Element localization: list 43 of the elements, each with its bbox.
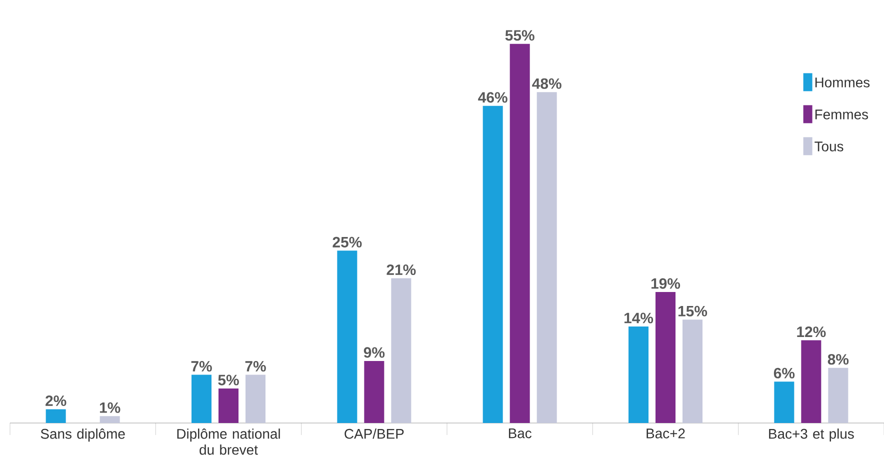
legend-label: Tous: [814, 142, 844, 152]
bar: [682, 320, 703, 423]
bar: [391, 278, 412, 423]
bar: [482, 106, 503, 423]
data-label: 7%: [245, 361, 266, 372]
data-label: 8%: [828, 354, 849, 365]
bar: [801, 340, 822, 423]
data-label: 55%: [505, 30, 534, 41]
bar: [46, 409, 66, 423]
data-label: 25%: [332, 236, 362, 248]
legend-label: Hommes: [815, 78, 870, 88]
data-label: 21%: [386, 264, 416, 276]
data-label: 14%: [624, 312, 654, 324]
bar: [246, 374, 266, 423]
bar: [536, 92, 557, 423]
x-tick-label: Diplôme national du brevet: [177, 428, 280, 455]
bar: [828, 368, 848, 423]
bar: [100, 416, 120, 423]
x-tick-label: CAP/BEP: [344, 428, 404, 439]
bar: [337, 250, 358, 423]
data-label: 46%: [478, 92, 508, 103]
bar: [510, 44, 530, 423]
bar: [774, 382, 794, 423]
data-label: 15%: [678, 306, 708, 316]
legend-label: Femmes: [815, 110, 868, 120]
bar: [656, 292, 676, 423]
bar: [364, 360, 384, 423]
data-label: 1%: [100, 402, 120, 413]
x-tick-label: Bac+2: [646, 428, 685, 438]
x-tick-label: Bac: [508, 428, 532, 438]
x-tick-label: Sans diplôme: [40, 428, 125, 442]
bar: [628, 326, 649, 423]
bar: [218, 388, 239, 423]
data-label: 6%: [774, 368, 795, 378]
data-label: 48%: [532, 78, 562, 89]
data-label: 7%: [191, 361, 212, 372]
bar: [192, 374, 212, 423]
data-label: 5%: [218, 374, 239, 386]
x-tick-label: Bac+3 et plus: [769, 428, 854, 442]
data-label: 19%: [651, 278, 680, 289]
data-label: 9%: [364, 347, 385, 358]
data-label: 2%: [46, 395, 66, 406]
data-label: 12%: [797, 326, 826, 338]
